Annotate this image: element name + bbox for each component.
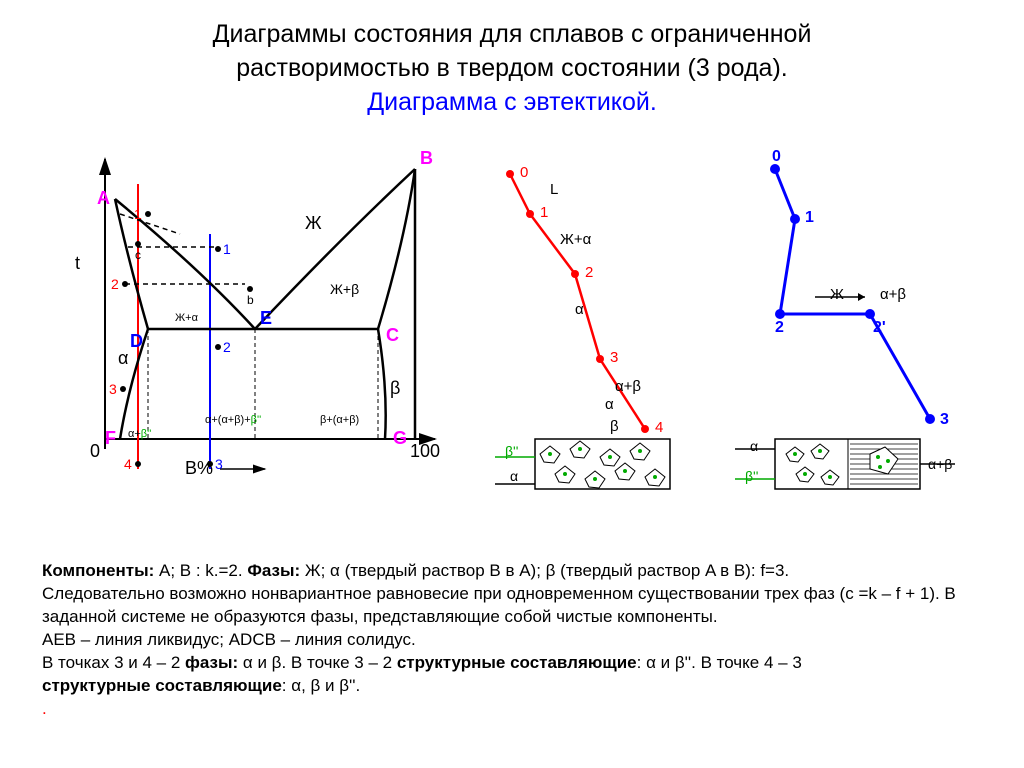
numbered-point: 1	[223, 241, 231, 257]
point-label: E	[260, 308, 272, 328]
numbered-point: 1	[134, 206, 142, 222]
cooling-point: 1	[540, 204, 548, 221]
point-label: A	[97, 188, 110, 208]
micro-label: α+β	[928, 456, 952, 472]
phase-label: α+β	[880, 286, 906, 303]
region-label: α+β''	[128, 428, 151, 440]
numbered-point: 3	[109, 381, 117, 397]
y-axis-label: t	[75, 253, 80, 273]
cooling-point: 3	[610, 349, 618, 366]
x-min: 0	[90, 441, 100, 461]
cooling-point: 4	[655, 419, 663, 436]
cooling-curve-blue: 0 1 2 2' 3 Жα+β α β'' α+β	[720, 139, 990, 499]
body-text: Компоненты: A; B : k.=2. Фазы: Ж; α (тве…	[42, 560, 982, 721]
diagram-area: t0100B%ЖЖ+βЖ+ααβα+β''α+(α+β)+β''β+(α+β)A…	[0, 129, 1024, 489]
tie-label: c	[135, 248, 141, 262]
region-label: α	[118, 348, 128, 368]
point-label: D	[130, 331, 143, 351]
micro-label: α	[750, 438, 758, 454]
title-line1: Диаграммы состояния для сплавов с ограни…	[213, 20, 812, 48]
cooling-point: 3	[940, 411, 949, 428]
phase-label: Ж	[830, 286, 844, 303]
phase-label: α	[575, 301, 584, 318]
point-label: B	[420, 148, 433, 168]
numbered-point: 3	[215, 456, 223, 472]
x-axis-label: B%	[185, 458, 213, 478]
region-label: Ж+β	[330, 281, 359, 297]
cooling-point: 2	[775, 319, 784, 336]
phase-label: α	[605, 396, 614, 413]
body-text-span: α и β. В точке 3 – 2	[238, 653, 397, 672]
region-label: α+(α+β)+β''	[205, 414, 261, 426]
phase-label: Ж+α	[560, 231, 592, 248]
phase-label: α+β	[615, 378, 641, 395]
numbered-point: 2	[111, 276, 119, 292]
body-text-span: В точках 3 и 4 – 2	[42, 653, 185, 672]
cooling-point: 2	[585, 264, 593, 281]
phase-diagram: t 0 100 B% Ж Ж+β Ж+α α β α+β'' α+(α+β)+β'' β+(α+β) A…	[20, 139, 450, 499]
body-text-span: Фазы:	[247, 561, 300, 580]
tie-label: b	[247, 293, 254, 307]
body-text-span: Ж; α (твердый раствор B в A); β (твердый…	[300, 561, 789, 580]
title-line2: растворимостью в твердом состоянии (3 ро…	[236, 54, 788, 82]
micro-label: β''	[745, 468, 758, 484]
title-line3: Диаграмма с эвтектикой.	[367, 88, 657, 116]
numbered-point: 4	[124, 456, 132, 472]
numbered-point: 2	[223, 339, 231, 355]
body-text-span: структурные составляющие	[42, 676, 282, 695]
body-text-span: A; B : k.=2.	[154, 561, 247, 580]
x-max: 100	[410, 441, 440, 461]
micro-label: α	[510, 468, 518, 484]
cooling-point: 1	[805, 209, 814, 226]
region-label: β+(α+β)	[320, 414, 359, 426]
body-text-span: фазы:	[185, 653, 238, 672]
cooling-point: 0	[520, 164, 528, 181]
cooling-point: 2'	[873, 319, 886, 336]
phase-label: β	[610, 418, 619, 435]
region-label: Ж+α	[175, 312, 199, 324]
body-text-span: Следовательно возможно нонвариантное рав…	[42, 584, 956, 626]
body-text-span: AEB – линия ликвидус; ADCB – линия солид…	[42, 630, 416, 649]
point-label: F	[105, 428, 116, 448]
body-text-span: : α и β''. В точке 4 – 3	[637, 653, 802, 672]
phase-label: L	[550, 181, 558, 198]
region-label: β	[390, 378, 400, 398]
body-text-span: : α, β и β''.	[282, 676, 360, 695]
body-text-span: Компоненты:	[42, 561, 154, 580]
body-text-span: структурные составляющие	[397, 653, 637, 672]
point-label: G	[393, 428, 407, 448]
point-label: C	[386, 325, 399, 345]
micro-label: β''	[505, 443, 518, 459]
region-label: Ж	[305, 213, 322, 233]
body-text-span: .	[42, 699, 47, 718]
title: Диаграммы состояния для сплавов с ограни…	[0, 0, 1024, 119]
cooling-curve-red: 01234LЖ+ααα+βαββ''α	[480, 139, 710, 499]
cooling-point: 0	[772, 148, 781, 165]
